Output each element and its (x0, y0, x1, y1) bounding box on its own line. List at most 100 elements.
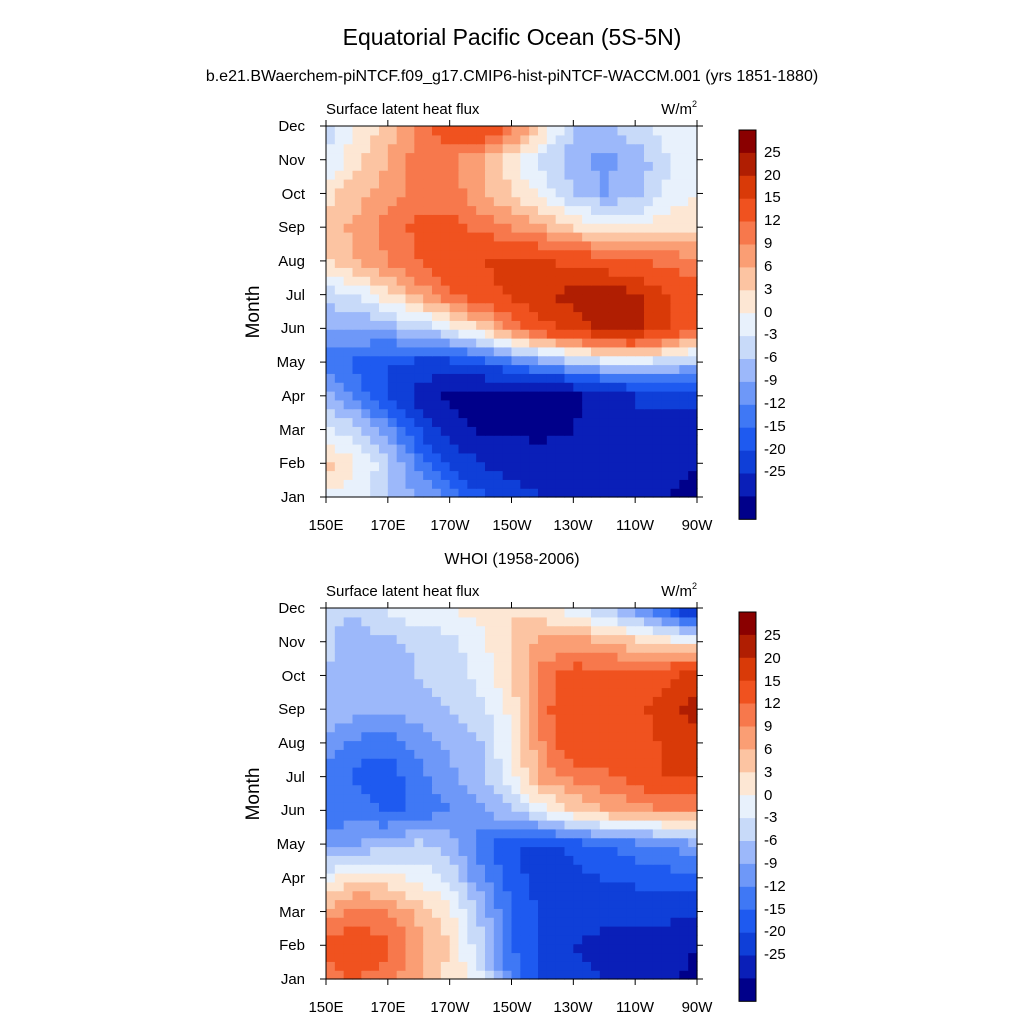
heatmap-cell (423, 276, 433, 286)
heatmap-cell (343, 775, 354, 786)
heatmap-cell (599, 399, 610, 410)
heatmap-cell (396, 179, 407, 189)
panel-model-colorbar (738, 129, 757, 520)
heatmap-cell (688, 205, 698, 215)
heatmap-cell (520, 758, 530, 768)
heatmap-cell (440, 625, 451, 636)
heatmap-cell (591, 811, 601, 821)
heatmap-cell (361, 408, 371, 419)
heatmap-cell (387, 134, 398, 145)
heatmap-cell (414, 661, 424, 671)
heatmap-cell (626, 488, 636, 498)
heatmap-cell (476, 696, 486, 706)
heatmap-cell (582, 678, 592, 689)
heatmap-cell (493, 444, 504, 454)
heatmap-cell (432, 417, 442, 427)
colorbar-label: -6 (764, 349, 777, 366)
heatmap-cell (361, 714, 371, 724)
heatmap-cell (440, 461, 451, 472)
heatmap-cell (617, 820, 627, 830)
heatmap-cell (679, 970, 689, 980)
heatmap-cell (635, 479, 645, 489)
heatmap-cell (511, 714, 521, 724)
heatmap-cell (440, 802, 451, 812)
heatmap-cell (352, 179, 362, 189)
heatmap-cell (485, 232, 495, 242)
heatmap-cell (449, 311, 460, 321)
heatmap-cell (652, 170, 663, 180)
heatmap-cell (626, 837, 636, 848)
heatmap-cell (546, 669, 557, 680)
heatmap-cell (661, 820, 672, 830)
heatmap-cell (679, 391, 689, 401)
heatmap-cell (440, 846, 451, 856)
heatmap-cell (352, 143, 362, 154)
heatmap-cell (529, 873, 539, 883)
heatmap-cell (520, 616, 530, 627)
heatmap-cell (538, 864, 548, 874)
heatmap-cell (326, 293, 336, 304)
heatmap-cell (670, 899, 680, 909)
heatmap-cell (352, 705, 362, 715)
heatmap-cell (485, 161, 495, 171)
heatmap-cell (661, 399, 672, 410)
heatmap-cell (405, 470, 415, 480)
heatmap-cell (352, 917, 362, 927)
heatmap-cell (546, 134, 557, 145)
heatmap-cell (440, 767, 451, 777)
heatmap-cell (361, 444, 371, 454)
heatmap-cell (458, 952, 468, 962)
heatmap-cell (396, 355, 407, 366)
heatmap-cell (688, 346, 698, 357)
heatmap-cell (414, 855, 424, 865)
heatmap-cell (582, 285, 592, 295)
heatmap-cell (511, 187, 521, 198)
heatmap-cell (599, 722, 610, 733)
heatmap-cell (661, 470, 672, 480)
heatmap-cell (688, 338, 698, 348)
heatmap-cell (493, 890, 504, 901)
heatmap-cell (511, 329, 521, 339)
heatmap-cell (485, 793, 495, 803)
heatmap-cell (387, 311, 398, 321)
heatmap-cell (423, 452, 433, 463)
y-tick-label: Dec (278, 600, 305, 617)
heatmap-cell (467, 382, 477, 392)
heatmap-cell (449, 890, 460, 901)
heatmap-cell (635, 661, 645, 671)
colorbar-swatch (739, 818, 756, 842)
heatmap-cell (617, 970, 627, 980)
heatmap-cell (564, 714, 574, 724)
heatmap-cell (387, 258, 398, 268)
heatmap-cell (423, 731, 433, 742)
heatmap-cell (599, 820, 610, 830)
heatmap-cell (379, 470, 389, 480)
heatmap-cell (432, 214, 442, 224)
heatmap-cell (440, 126, 451, 136)
heatmap-cell (493, 161, 504, 171)
heatmap-cell (573, 143, 583, 154)
heatmap-cell (326, 855, 336, 865)
heatmap-cell (626, 179, 636, 189)
heatmap-cell (529, 249, 539, 260)
heatmap-cell (661, 687, 672, 697)
y-tick-label: Apr (282, 870, 305, 887)
heatmap-cell (493, 943, 504, 954)
heatmap-cell (485, 731, 495, 742)
heatmap-cell (432, 249, 442, 260)
heatmap-cell (538, 355, 548, 366)
heatmap-cell (379, 293, 389, 304)
heatmap-cell (529, 152, 539, 162)
heatmap-cell (352, 461, 362, 472)
heatmap-cell (599, 444, 610, 454)
heatmap-cell (670, 214, 680, 224)
heatmap-cell (423, 625, 433, 636)
heatmap-cell (679, 143, 689, 154)
heatmap-cell (564, 643, 574, 653)
heatmap-cell (555, 399, 566, 410)
heatmap-cell (573, 276, 583, 286)
heatmap-cell (387, 214, 398, 224)
heatmap-cell (661, 661, 672, 671)
heatmap-cell (591, 793, 601, 803)
heatmap-cell (423, 267, 433, 277)
